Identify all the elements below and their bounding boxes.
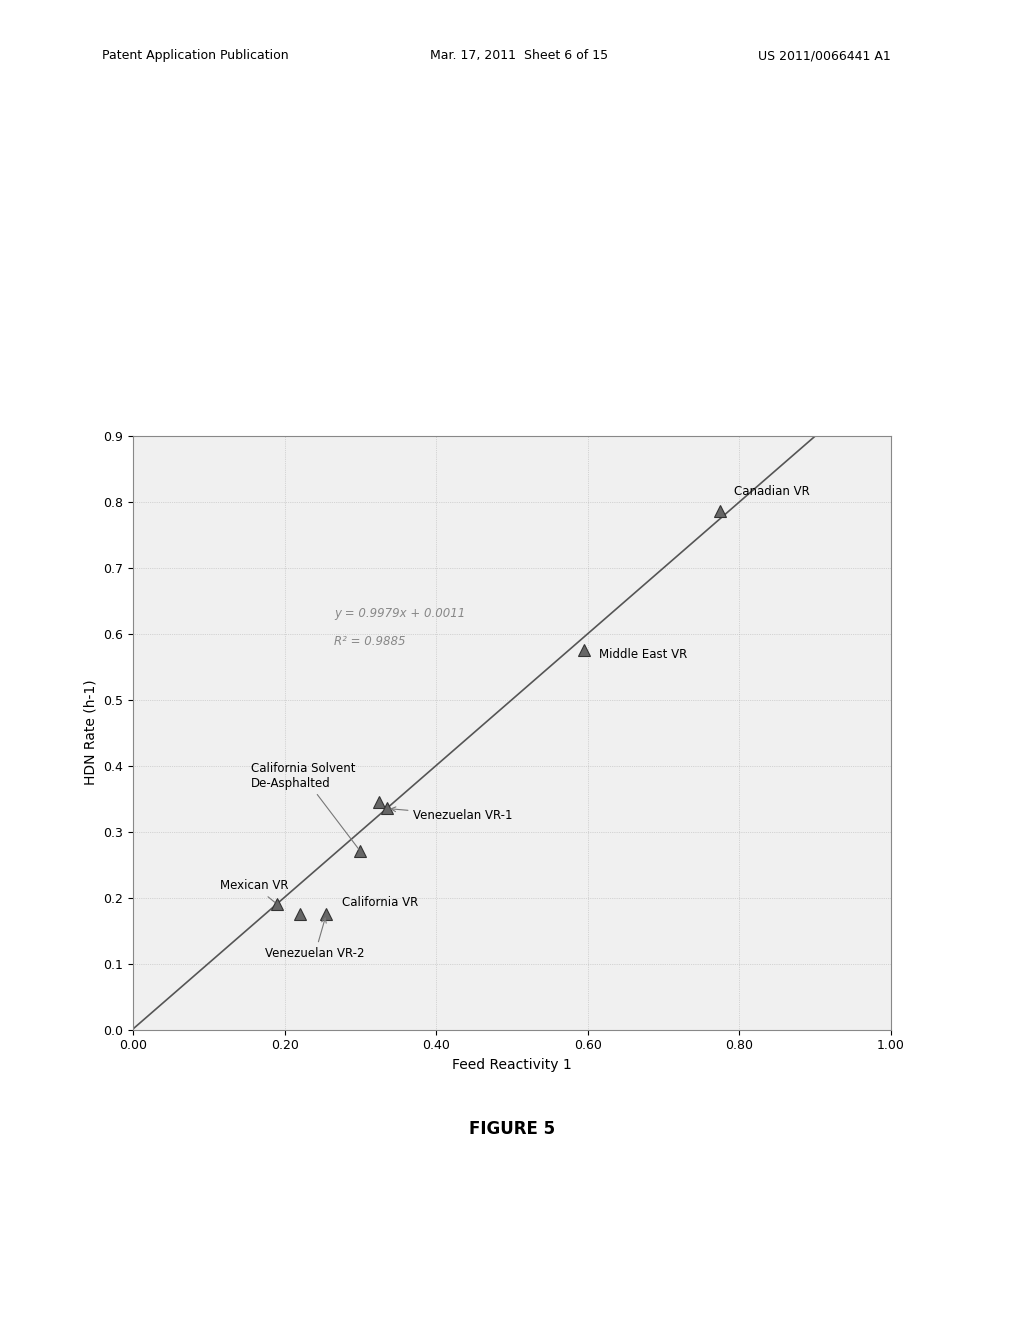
X-axis label: Feed Reactivity 1: Feed Reactivity 1: [453, 1057, 571, 1072]
Text: Mexican VR: Mexican VR: [220, 879, 289, 903]
Text: Mar. 17, 2011  Sheet 6 of 15: Mar. 17, 2011 Sheet 6 of 15: [430, 49, 608, 62]
Text: US 2011/0066441 A1: US 2011/0066441 A1: [758, 49, 891, 62]
Text: FIGURE 5: FIGURE 5: [469, 1119, 555, 1138]
Text: Patent Application Publication: Patent Application Publication: [102, 49, 289, 62]
Text: Venezuelan VR-2: Venezuelan VR-2: [265, 917, 365, 960]
Text: R² = 0.9885: R² = 0.9885: [334, 635, 406, 648]
Text: Canadian VR: Canadian VR: [734, 486, 810, 498]
Text: y = 0.9979x + 0.0011: y = 0.9979x + 0.0011: [334, 607, 465, 620]
Text: California Solvent
De-Asphalted: California Solvent De-Asphalted: [251, 762, 358, 849]
Text: Middle East VR: Middle East VR: [599, 648, 687, 661]
Text: Venezuelan VR-1: Venezuelan VR-1: [391, 807, 513, 821]
Text: California VR: California VR: [342, 896, 418, 909]
Y-axis label: HDN Rate (h-1): HDN Rate (h-1): [84, 680, 98, 785]
